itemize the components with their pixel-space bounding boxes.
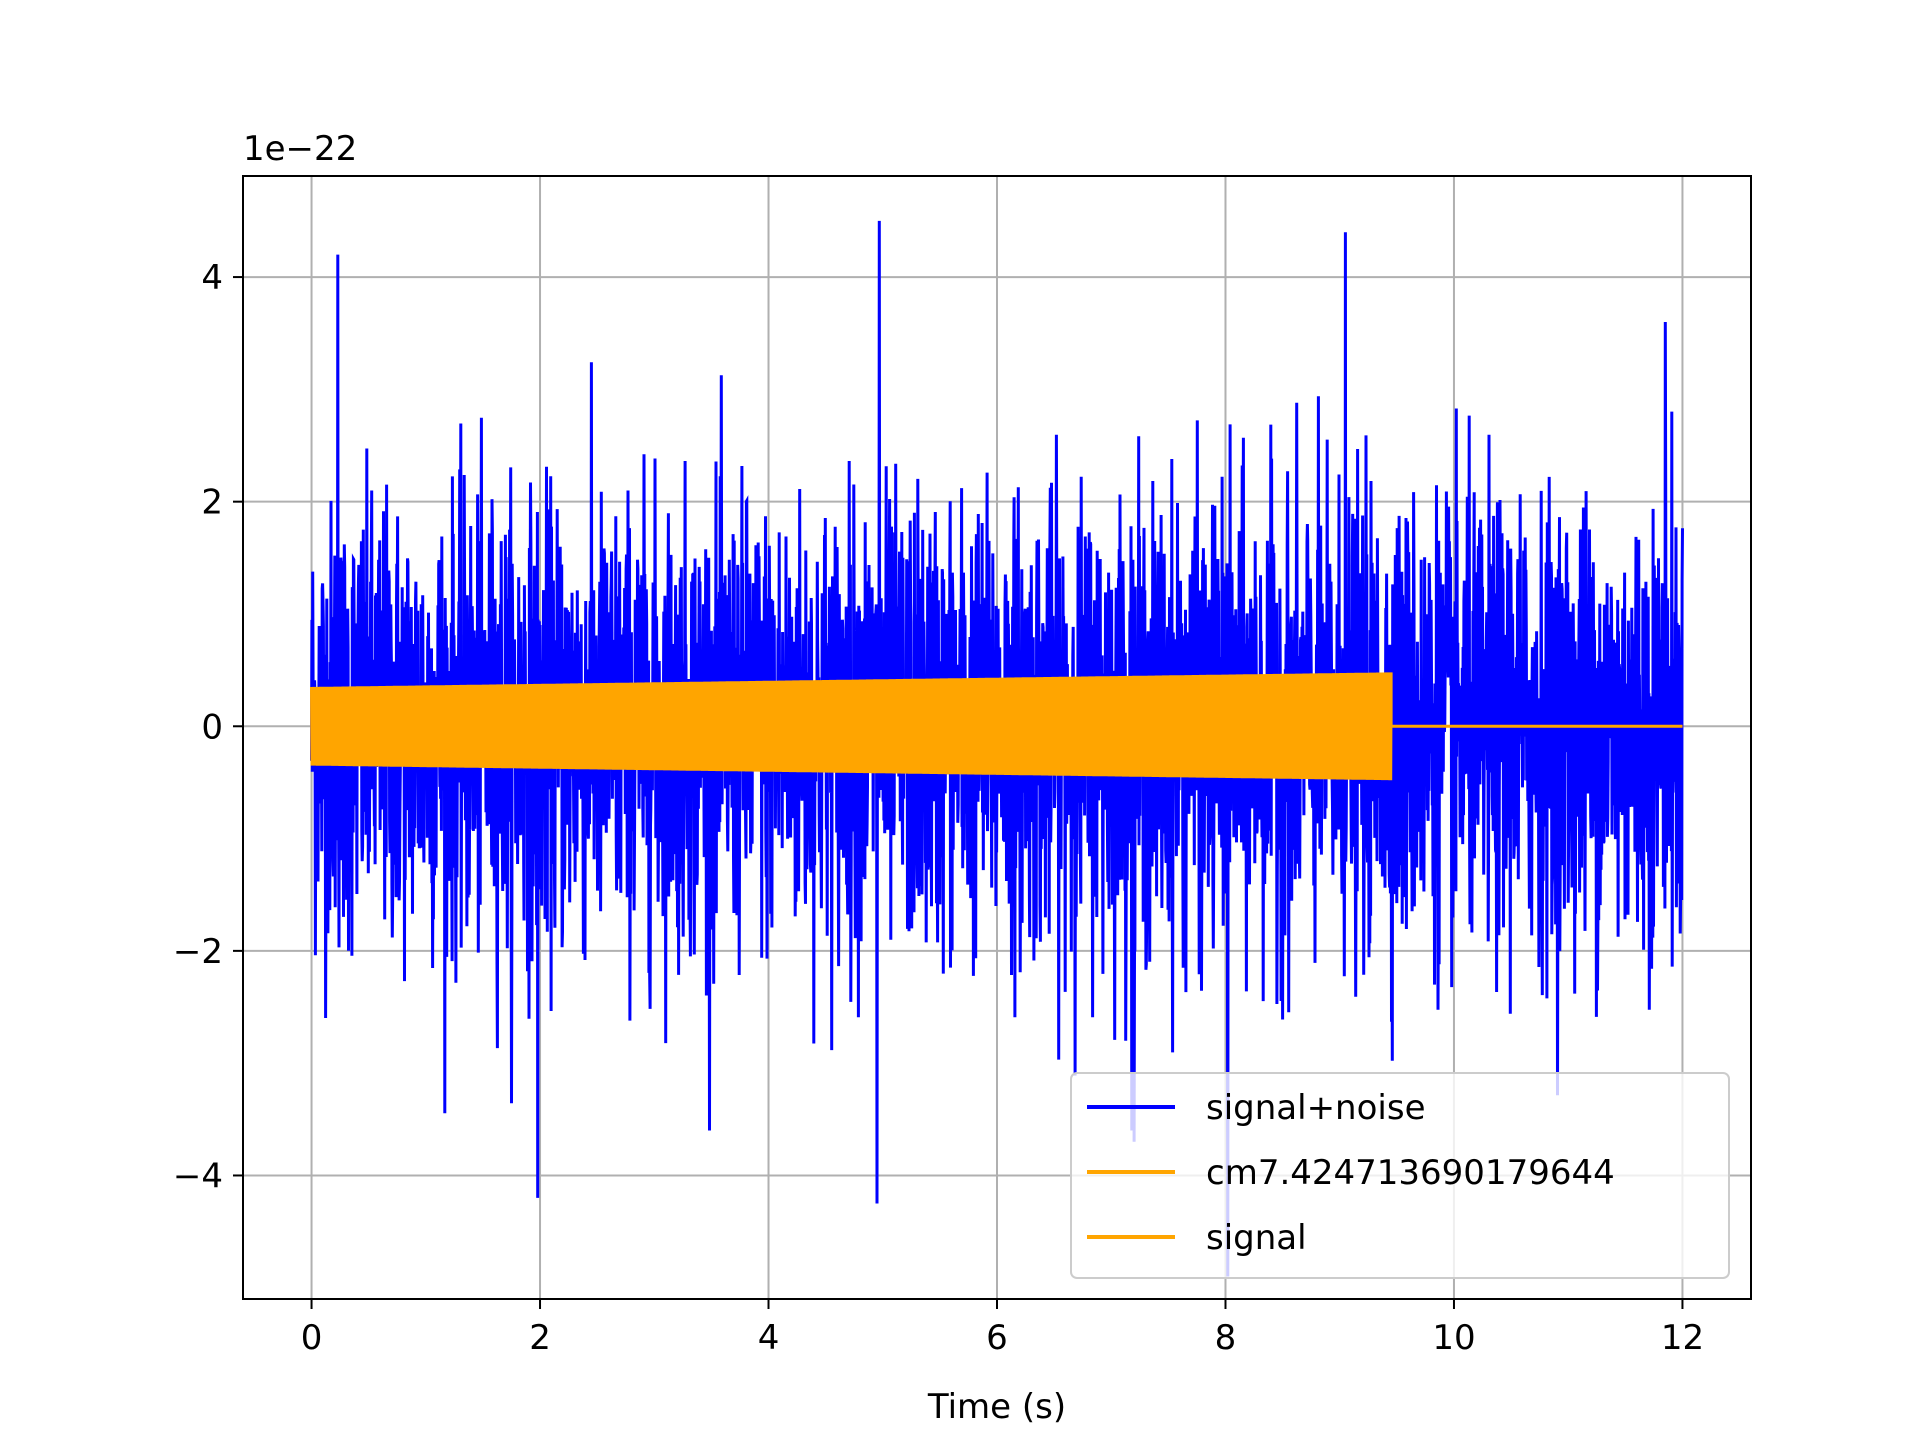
series-signal-line bbox=[310, 672, 1683, 781]
x-tick-label: 12 bbox=[1661, 1318, 1704, 1358]
y-tick-label: −4 bbox=[173, 1156, 223, 1196]
y-offset-label: 1e−22 bbox=[243, 129, 357, 169]
legend-label-cm: cm7.424713690179644 bbox=[1206, 1153, 1615, 1193]
x-axis-label: Time (s) bbox=[927, 1387, 1066, 1427]
y-axis-ticks: −4 −2 0 2 4 bbox=[173, 258, 243, 1196]
x-tick-label: 10 bbox=[1432, 1318, 1475, 1358]
legend: signal+noise cm7.424713690179644 signal bbox=[1070, 1072, 1730, 1279]
legend-box bbox=[1070, 1072, 1730, 1279]
legend-label-signal: signal bbox=[1206, 1218, 1307, 1258]
x-tick-label: 4 bbox=[758, 1318, 780, 1358]
x-tick-label: 2 bbox=[529, 1318, 551, 1358]
x-axis-ticks: 0 2 4 6 8 10 12 bbox=[301, 1299, 1704, 1358]
x-tick-label: 6 bbox=[986, 1318, 1008, 1358]
x-tick-label: 0 bbox=[301, 1318, 323, 1358]
y-tick-label: 0 bbox=[201, 707, 223, 747]
y-tick-label: 4 bbox=[201, 258, 223, 298]
legend-label-signal-noise: signal+noise bbox=[1206, 1088, 1426, 1128]
y-tick-label: 2 bbox=[201, 483, 223, 523]
series-layer bbox=[310, 220, 1684, 1277]
x-tick-label: 8 bbox=[1215, 1318, 1237, 1358]
y-tick-label: −2 bbox=[173, 932, 223, 972]
